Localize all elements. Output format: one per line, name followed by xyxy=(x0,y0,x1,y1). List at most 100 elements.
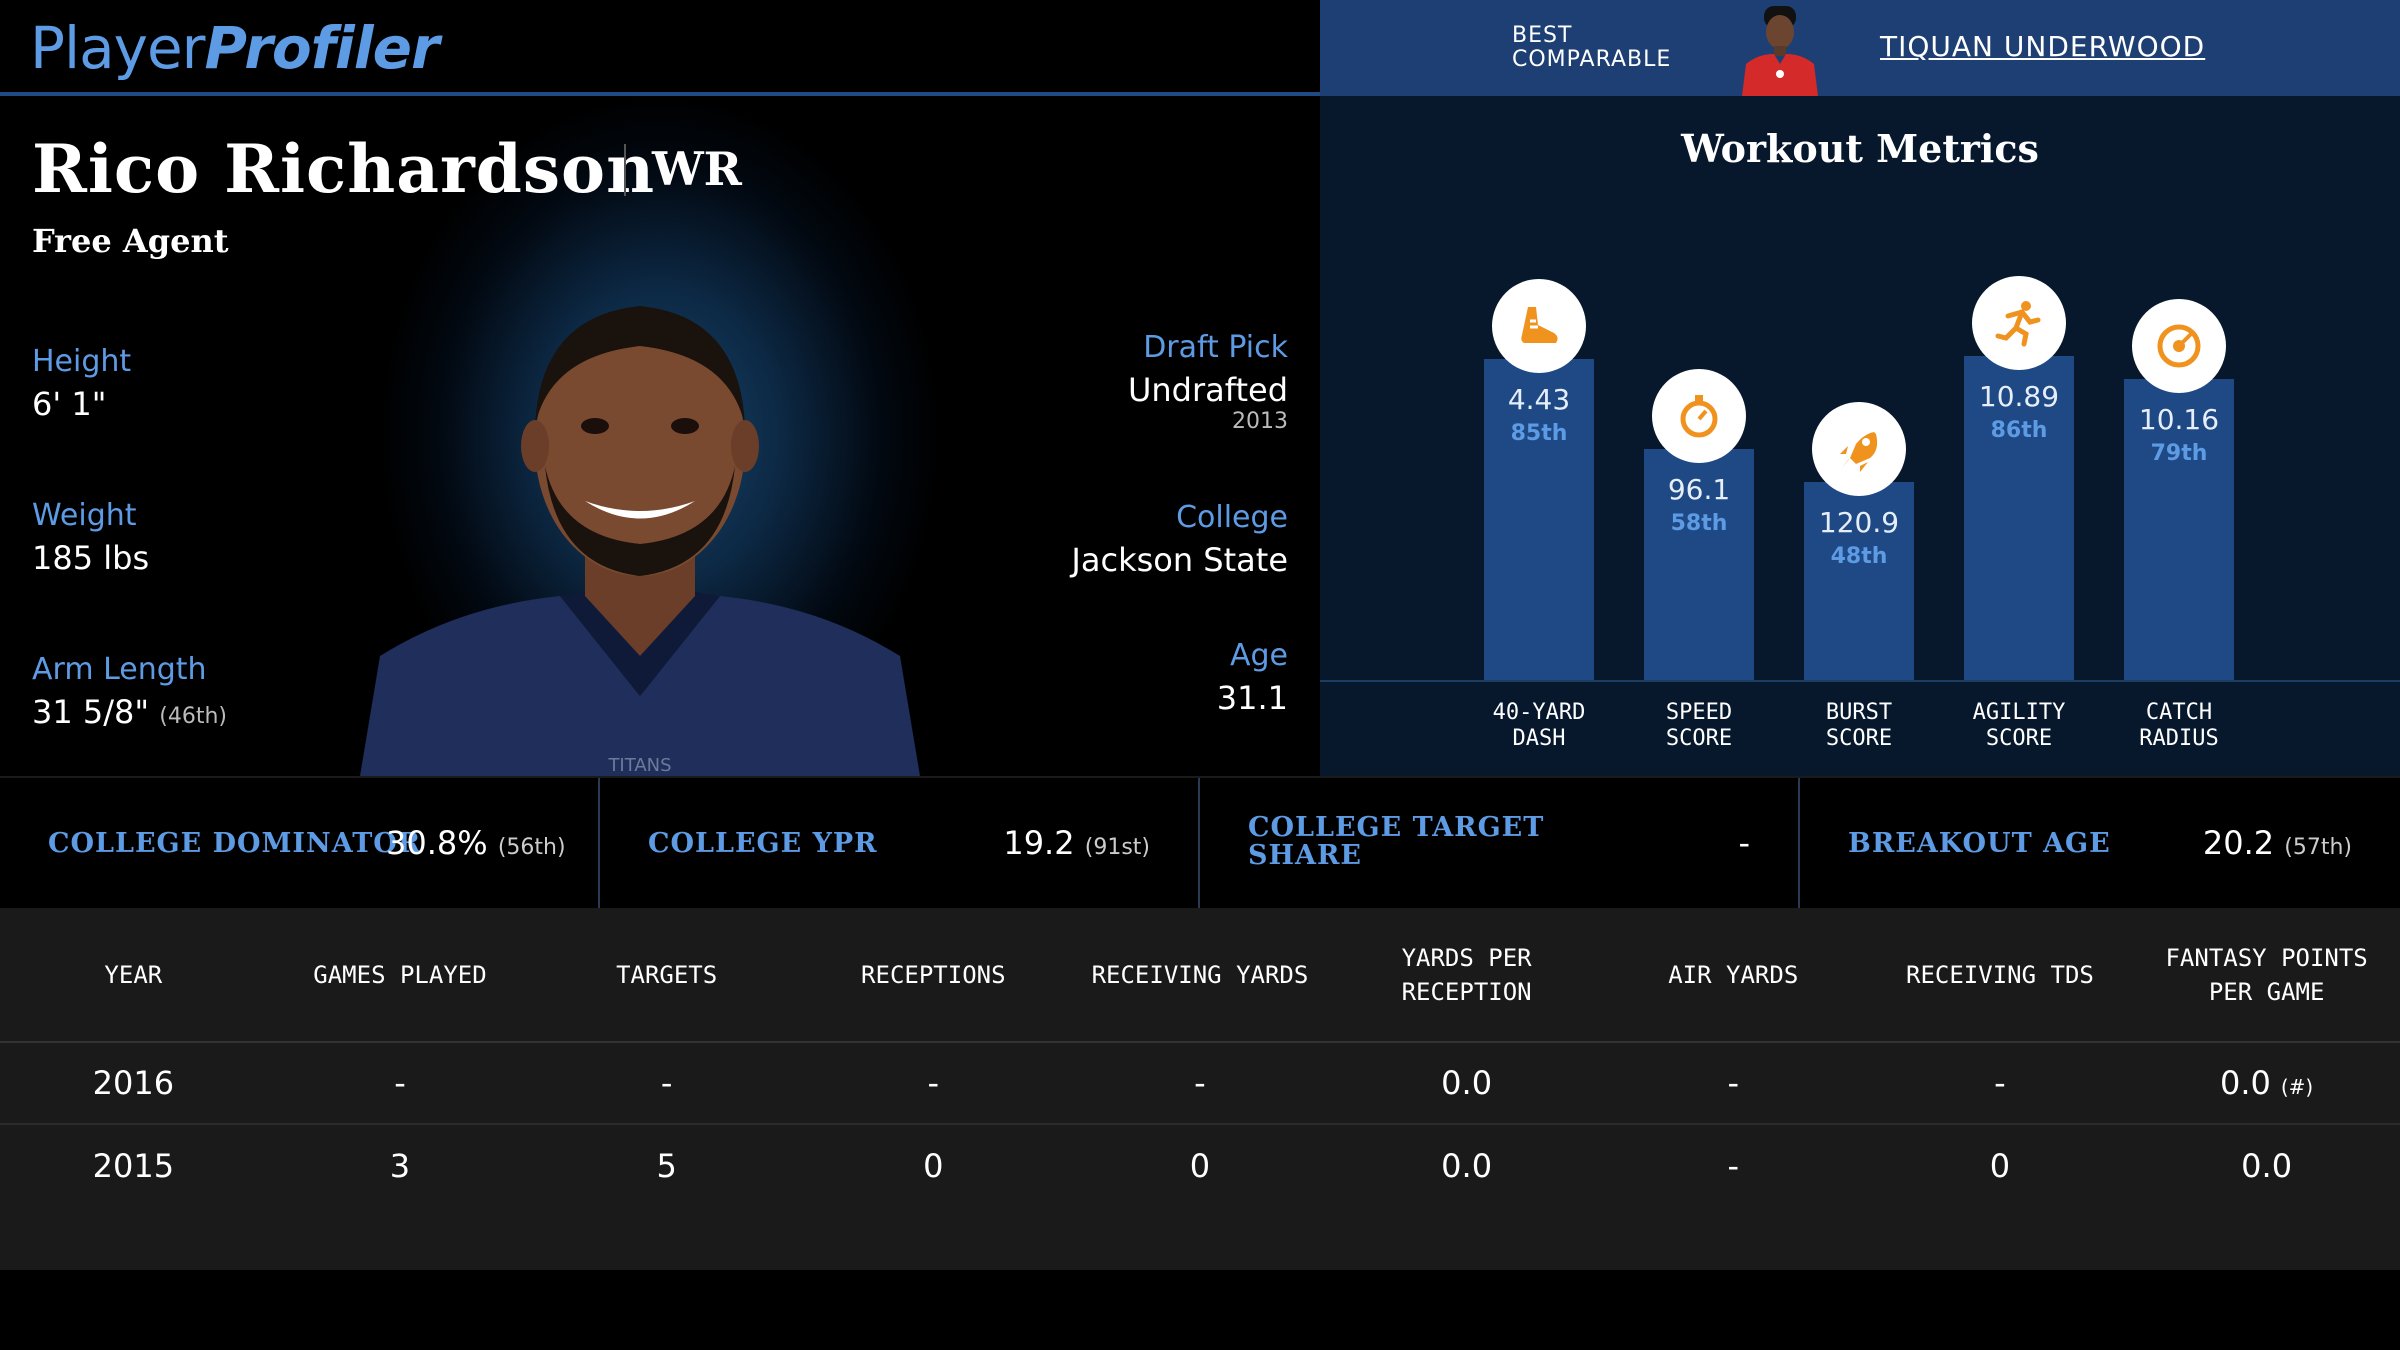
table-cell: 3 xyxy=(389,1146,411,1185)
metric-value: 4.43 xyxy=(1507,383,1571,416)
column-header[interactable]: RECEPTIONS xyxy=(799,908,1067,1043)
player-team: Free Agent xyxy=(32,222,229,260)
metric-label: BURST SCORE xyxy=(1825,700,1893,751)
table-cell: 0.0 xyxy=(2241,1146,2293,1185)
weight-value: 185 lbs xyxy=(32,539,150,577)
table-cell: - xyxy=(1727,1146,1740,1185)
site-logo[interactable]: PlayerProfiler xyxy=(30,14,440,82)
workout-metrics-panel: Workout Metrics 4.43 85th 40-YARD DASH 96… xyxy=(1320,96,2400,776)
college-ypr-value: 19.2 xyxy=(1003,824,1075,862)
table-cell: 0.0 xyxy=(1441,1146,1493,1185)
metric-percentile: 85th xyxy=(1510,421,1568,446)
best-comparable-label: BEST COMPARABLE xyxy=(1512,23,1672,72)
column-header[interactable]: RECEIVING YARDS xyxy=(1066,908,1334,1043)
table-cell: 0 xyxy=(1189,1146,1211,1185)
college-ypr-label: COLLEGE YPR xyxy=(648,828,878,859)
arm-length-value: 31 5/8" xyxy=(32,693,150,731)
height-value: 6' 1" xyxy=(32,385,107,423)
table-cell: - xyxy=(1866,1042,2134,1125)
metric-value: 120.9 xyxy=(1818,506,1900,539)
college-dominator-value: 30.8% xyxy=(386,824,488,862)
height-stat: Height 6' 1" xyxy=(32,344,131,423)
column-header[interactable]: YARDS PER RECEPTION xyxy=(1333,908,1600,1043)
college-value: Jackson State xyxy=(1071,541,1288,579)
table-cell: 0.0 (#) xyxy=(2133,1042,2400,1125)
breakout-age-cell: BREAKOUT AGE 20.2 (57th) xyxy=(1800,778,2400,910)
metric-bar xyxy=(1804,482,1914,680)
logo-profiler-text: Profiler xyxy=(204,14,440,82)
breakout-age-label: BREAKOUT AGE xyxy=(1848,828,2111,859)
player-photo: TITANS xyxy=(360,306,920,776)
college-target-share-label: COLLEGE TARGET SHARE xyxy=(1248,812,1545,871)
metric-bar xyxy=(1644,449,1754,680)
footnote-marker[interactable]: (#) xyxy=(2280,1075,2314,1099)
chart-baseline xyxy=(1320,680,2400,682)
logo-player-text: Player xyxy=(30,14,205,82)
target-icon xyxy=(2132,299,2226,393)
college-dominator-label: COLLEGE DOMINATOR xyxy=(48,828,422,859)
metric-speed-score[interactable]: 96.1 58th SPEED SCORE xyxy=(1644,369,1754,751)
metric-bar xyxy=(1964,356,2074,680)
column-header[interactable]: GAMES PLAYED xyxy=(266,908,534,1043)
column-header[interactable]: AIR YARDS xyxy=(1599,908,1867,1043)
height-label: Height xyxy=(32,344,132,379)
comparable-player-avatar[interactable] xyxy=(1738,4,1822,96)
college-label: College xyxy=(1176,500,1288,535)
runner-icon xyxy=(1972,276,2066,370)
table-row: 2015 3 5 0 0 0.0 - 0 0.0 xyxy=(0,1124,2400,1206)
table-row: 2016 - - - - 0.0 - - 0.0 (#) xyxy=(0,1042,2400,1125)
comparable-player-link[interactable]: TIQUAN UNDERWOOD xyxy=(1880,30,2206,63)
draft-pick-value: Undrafted xyxy=(1127,371,1288,409)
arm-length-percentile: (46th) xyxy=(159,704,228,729)
table-cell: - xyxy=(266,1042,534,1125)
table-cell: 2015 xyxy=(92,1146,175,1185)
metric-burst-score[interactable]: 120.9 48th BURST SCORE xyxy=(1804,402,1914,751)
player-profile-panel: Rico Richardson WR Free Agent TITANS Hei… xyxy=(0,96,1320,776)
name-divider xyxy=(624,144,626,196)
column-header[interactable]: RECEIVING TDS xyxy=(1866,908,2134,1043)
metric-label: SPEED SCORE xyxy=(1665,700,1733,751)
breakout-age-percentile: (57th) xyxy=(2284,835,2352,860)
metric-bar xyxy=(2124,379,2234,680)
age-value: 31.1 xyxy=(1216,679,1288,717)
metric-percentile: 79th xyxy=(2150,441,2208,466)
metric-label: CATCH RADIUS xyxy=(2139,700,2219,751)
column-header[interactable]: TARGETS xyxy=(533,908,800,1043)
table-cell: - xyxy=(533,1042,800,1125)
college-ypr-percentile: (91st) xyxy=(1084,835,1150,860)
column-header[interactable]: YEAR xyxy=(0,908,267,1043)
table-cell: 0 xyxy=(923,1146,944,1185)
arm-length-stat: Arm Length 31 5/8" (46th) xyxy=(32,652,227,731)
jersey-logo-text: TITANS xyxy=(607,755,671,776)
arm-length-label: Arm Length xyxy=(32,652,207,687)
player-position: WR xyxy=(652,142,742,196)
college-ypr-cell: COLLEGE YPR 19.2 (91st) xyxy=(600,778,1200,910)
college-stat: College Jackson State xyxy=(1071,500,1288,579)
metric-agility-score[interactable]: 10.89 86th AGILITY SCORE xyxy=(1964,276,2074,751)
season-stats-table: YEAR GAMES PLAYED TARGETS RECEPTIONS REC… xyxy=(0,908,2400,1270)
best-comparable-banner: BEST COMPARABLE TIQUAN UNDERWOOD xyxy=(1320,0,2400,96)
draft-year: 2013 xyxy=(1232,409,1288,434)
table-cell: - xyxy=(1066,1042,1334,1125)
workout-metrics-title: Workout Metrics xyxy=(1681,126,2039,171)
college-target-share-cell: COLLEGE TARGET SHARE - xyxy=(1200,778,1800,910)
metric-catch-radius[interactable]: 10.16 79th CATCH RADIUS xyxy=(2124,299,2234,751)
college-dominator-percentile: (56th) xyxy=(497,835,566,860)
metric-percentile: 86th xyxy=(1990,418,2048,443)
table-header-row: YEAR GAMES PLAYED TARGETS RECEPTIONS REC… xyxy=(0,908,2400,1043)
metric-bar xyxy=(1484,359,1594,680)
college-target-share-value: - xyxy=(1738,824,1750,862)
metric-40-yard-dash[interactable]: 4.43 85th 40-YARD DASH xyxy=(1484,279,1594,751)
table-cell: 2016 xyxy=(0,1042,267,1125)
metric-percentile: 48th xyxy=(1830,544,1888,569)
metric-label: 40-YARD DASH xyxy=(1492,700,1586,751)
stopwatch-icon xyxy=(1652,369,1746,463)
college-metrics-strip: COLLEGE DOMINATOR 30.8% (56th) COLLEGE Y… xyxy=(0,776,2400,910)
metric-value: 10.16 xyxy=(2138,403,2220,436)
draft-pick-label: Draft Pick xyxy=(1143,330,1288,365)
rocket-icon xyxy=(1812,402,1906,496)
column-header[interactable]: FANTASY POINTS PER GAME xyxy=(2133,908,2400,1043)
breakout-age-value: 20.2 xyxy=(2202,824,2275,862)
player-name: Rico Richardson xyxy=(32,130,656,208)
metric-label: AGILITY SCORE xyxy=(1972,700,2066,751)
